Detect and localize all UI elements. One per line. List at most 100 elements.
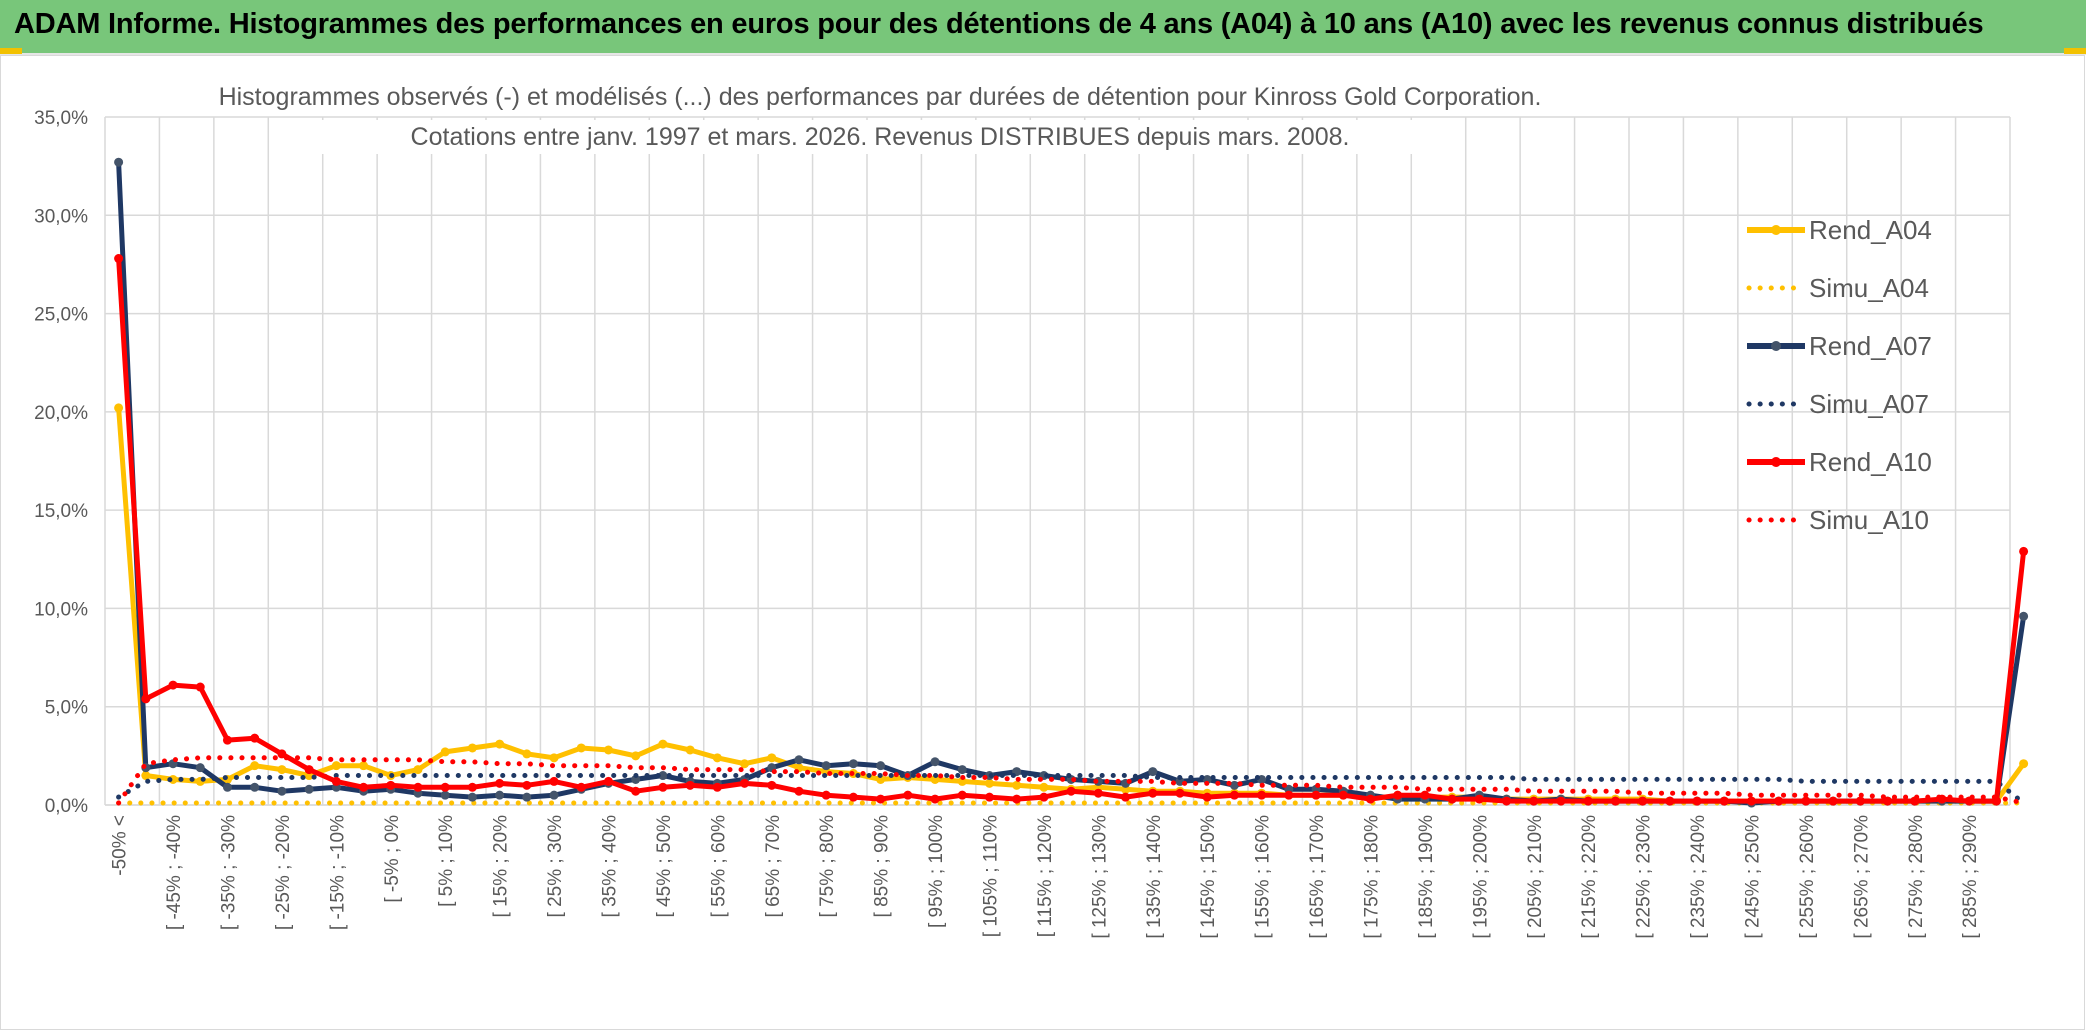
- x-tick-label: [ 205% ; 210%: [1525, 815, 1546, 939]
- x-tick-label: [ 285% ; 290%: [1960, 815, 1981, 939]
- data-point-rend-a04: [413, 765, 423, 775]
- data-point-rend-a04: [277, 765, 287, 775]
- x-tick-label: [ -25% ; -20%: [273, 815, 294, 930]
- data-point-rend-a07: [222, 782, 232, 792]
- legend-label: Simu_A07: [1809, 389, 1929, 419]
- legend-item-simu-a04: Simu_A04: [1735, 268, 1985, 308]
- x-tick-label: [ 75% ; 80%: [817, 815, 838, 918]
- data-point-rend-a04: [440, 747, 450, 757]
- data-point-rend-a04: [522, 749, 532, 759]
- y-tick-label: 0,0%: [45, 796, 88, 817]
- legend-swatch-simu-a07: [1746, 401, 1805, 407]
- data-point-rend-a10: [1447, 794, 1457, 804]
- x-tick-label: [ -35% ; -30%: [218, 815, 239, 930]
- data-point-rend-a10: [1692, 796, 1702, 806]
- legend-item-rend-a04: Rend_A04: [1735, 210, 1985, 250]
- data-point-rend-a10: [1855, 796, 1865, 806]
- data-point-rend-a04: [250, 761, 260, 771]
- data-point-rend-a07: [876, 761, 886, 771]
- data-point-rend-a10: [467, 782, 477, 792]
- data-point-rend-a10: [821, 790, 831, 800]
- data-point-rend-a10: [1610, 796, 1620, 806]
- data-point-rend-a10: [603, 776, 613, 786]
- data-point-rend-a04: [658, 739, 668, 749]
- data-point-rend-a04: [740, 759, 750, 769]
- data-point-rend-a07: [467, 792, 477, 802]
- legend-label: Rend_A10: [1809, 447, 1932, 477]
- data-point-rend-a10: [767, 780, 777, 790]
- data-point-rend-a10: [1665, 796, 1675, 806]
- x-tick-label: [ 55% ; 60%: [708, 815, 729, 918]
- data-point-rend-a04: [359, 761, 369, 771]
- data-point-rend-a07: [250, 782, 260, 792]
- data-point-rend-a07: [277, 786, 287, 796]
- data-point-rend-a10: [304, 765, 314, 775]
- data-point-rend-a04: [631, 751, 641, 761]
- data-point-rend-a07: [1229, 780, 1239, 790]
- data-point-rend-a10: [848, 792, 858, 802]
- legend-swatch-simu-a10: [1746, 517, 1805, 523]
- data-point-rend-a07: [114, 157, 124, 167]
- data-point-rend-a07: [821, 761, 831, 771]
- data-point-rend-a10: [984, 792, 994, 802]
- data-point-rend-a07: [658, 771, 668, 781]
- data-point-rend-a10: [1502, 796, 1512, 806]
- data-point-rend-a04: [549, 753, 559, 763]
- series-layer: [114, 157, 2029, 808]
- x-tick-label: [ -45% ; -40%: [164, 815, 185, 930]
- x-tick-label: [ 145% ; 150%: [1198, 815, 1219, 939]
- x-tick-label: [ 35% ; 40%: [599, 815, 620, 918]
- y-tick-label: 20,0%: [34, 403, 88, 424]
- x-tick-label: [ 215% ; 220%: [1579, 815, 1600, 939]
- x-tick-label: [ 265% ; 270%: [1851, 815, 1872, 939]
- data-point-rend-a10: [413, 782, 423, 792]
- data-point-rend-a10: [1420, 790, 1430, 800]
- y-tick-labels: 0,0% 5,0% 10,0% 15,0% 20,0% 25,0% 30,0% 35,0%: [34, 108, 88, 817]
- data-point-rend-a10: [386, 780, 396, 790]
- data-point-rend-a10: [141, 694, 151, 704]
- legend-swatch-rend-a04: [1747, 225, 1805, 235]
- report-title: ADAM Informe. Histogrammes des performan…: [14, 8, 1984, 40]
- data-point-rend-a07: [304, 784, 314, 794]
- legend-item-simu-a10: Simu_A10: [1735, 500, 1985, 540]
- x-tick-label: [ 45% ; 50%: [654, 815, 675, 918]
- data-point-rend-a10: [1175, 788, 1185, 798]
- data-point-rend-a10: [1284, 790, 1294, 800]
- data-point-rend-a07: [440, 790, 450, 800]
- x-tick-label: [ -5% ; 0%: [382, 815, 403, 903]
- legend-marker: [1771, 225, 1781, 235]
- data-point-rend-a10: [195, 682, 205, 692]
- data-point-rend-a10: [631, 786, 641, 796]
- data-point-rend-a07: [1148, 767, 1158, 777]
- legend-item-rend-a07: Rend_A07: [1735, 326, 1985, 366]
- data-point-rend-a07: [930, 757, 940, 767]
- legend-swatch-rend-a10: [1747, 457, 1805, 467]
- data-point-rend-a04: [1012, 780, 1022, 790]
- data-point-rend-a07: [495, 790, 505, 800]
- data-point-rend-a07: [522, 792, 532, 802]
- data-point-rend-a07: [549, 790, 559, 800]
- data-point-rend-a10: [1474, 794, 1484, 804]
- data-point-rend-a04: [576, 743, 586, 753]
- series-line-simu-a07: [116, 773, 2027, 806]
- x-tick-label: [ 95% ; 100%: [926, 815, 947, 928]
- legend-label: Simu_A10: [1809, 505, 1929, 535]
- x-tick-label: [ 165% ; 170%: [1307, 815, 1328, 939]
- y-tick-label: 35,0%: [34, 108, 88, 129]
- legend-item-simu-a07: Simu_A07: [1735, 384, 1985, 424]
- data-point-rend-a04: [1039, 782, 1049, 792]
- data-point-rend-a04: [712, 753, 722, 763]
- data-point-rend-a10: [359, 782, 369, 792]
- data-point-rend-a04: [685, 745, 695, 755]
- data-point-rend-a04: [141, 771, 151, 781]
- data-point-rend-a10: [576, 782, 586, 792]
- chart-title-line2: Cotations entre janv. 1997 et mars. 2026…: [300, 120, 1460, 154]
- x-tick-label: [ 185% ; 190%: [1416, 815, 1437, 939]
- legend-swatch-rend-a07: [1747, 341, 1805, 351]
- data-point-rend-a10: [685, 780, 695, 790]
- data-point-rend-a04: [331, 761, 341, 771]
- data-point-rend-a10: [549, 776, 559, 786]
- x-tick-label: [ 225% ; 230%: [1634, 815, 1655, 939]
- data-point-rend-a10: [1393, 790, 1403, 800]
- legend-label: Rend_A07: [1809, 331, 1932, 361]
